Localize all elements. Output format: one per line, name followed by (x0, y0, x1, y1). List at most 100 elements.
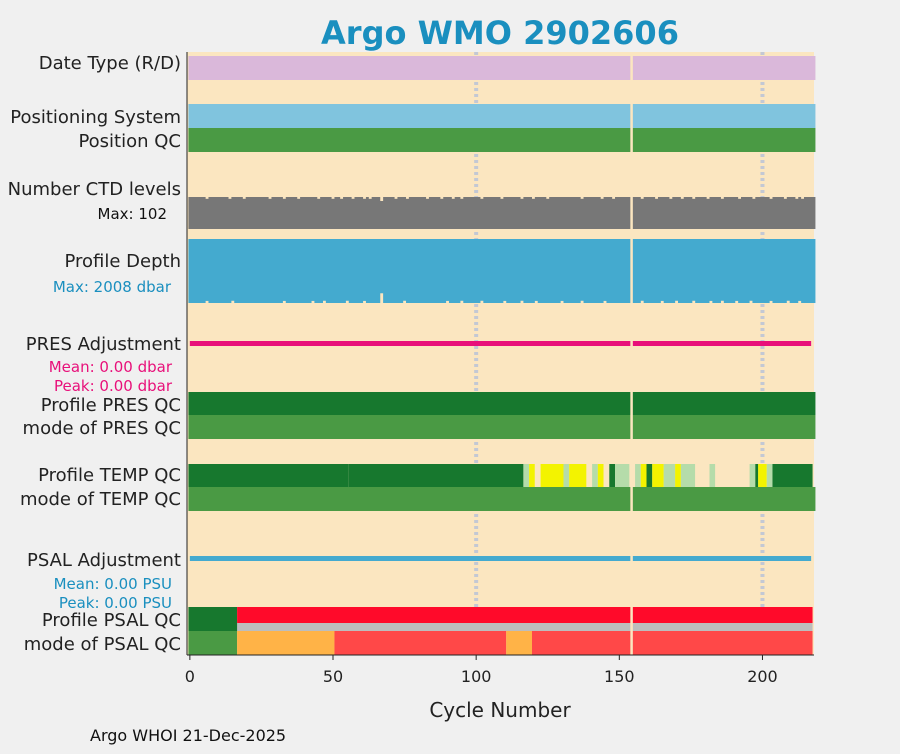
x-tick-label-150: 150 (604, 667, 635, 686)
profile-depth-cycle-110 (503, 300, 507, 303)
profile-temp-qc-seg-9 (592, 464, 598, 487)
label-date-type: Date Type (R/D) (39, 53, 181, 74)
profile-depth-cycle-67 (380, 293, 384, 303)
ctd-levels-cycle-163 (655, 197, 658, 199)
profile-depth-cycle-116 (520, 300, 524, 303)
ctd-levels-cycle-212 (795, 197, 799, 199)
profile-temp-qc-seg-5 (540, 464, 564, 487)
mode-psal-qc-seg-3 (506, 631, 532, 655)
ctd-levels-cycle-148 (612, 197, 616, 199)
mode-psal-qc-seg-4 (531, 631, 813, 655)
profile-temp-qc-seg-19 (663, 464, 676, 487)
label-ctd-levels: Number CTD levels (8, 179, 181, 200)
bar-date-type (188, 56, 816, 80)
profile-depth-cycle-47 (322, 300, 326, 303)
ctd-levels-cycle-14 (228, 197, 232, 199)
profile-depth-cycle-165 (660, 300, 664, 303)
profile-temp-qc-seg-21 (680, 464, 696, 487)
profile-temp-qc-seg-26 (755, 464, 759, 487)
profile-depth-cycle-55 (345, 300, 349, 303)
profile-temp-qc-seg-7 (569, 464, 587, 487)
ctd-levels-cycle-192 (738, 197, 741, 199)
profile-depth-cycle-43 (311, 300, 315, 303)
ctd-levels-cycle-57 (351, 197, 355, 199)
chart-title: Argo WMO 2902606 (321, 14, 679, 52)
profile-depth-cycle-170 (675, 300, 679, 303)
profile-depth-cycle-137 (580, 300, 584, 303)
plot-area (187, 52, 816, 655)
ctd-levels-cycle-203 (769, 197, 773, 199)
profile-psal-qc-seg-1 (237, 607, 813, 623)
profile-temp-qc-seg-2 (523, 464, 530, 487)
label-psal-adjustment: PSAL Adjustment (27, 550, 181, 571)
ctd-levels-cycle-19 (242, 197, 246, 199)
profile-temp-qc-seg-17 (646, 464, 653, 487)
profile-temp-qc-seg-12 (609, 464, 616, 487)
mode-psal-qc-seg-1 (237, 631, 335, 655)
footer-text: Argo WHOI 21-Dec-2025 (90, 726, 286, 745)
label-pres-adjustment-peak: Peak: 0.00 dbar (54, 377, 173, 395)
profile-temp-qc-seg-6 (563, 464, 570, 487)
bar-mode-pres-qc (188, 415, 816, 439)
profile-depth-cycle-121 (534, 300, 538, 303)
profile-depth-cycle-95 (460, 300, 464, 303)
profile-temp-qc-seg-18 (652, 464, 664, 487)
line-psal-adjustment (189, 556, 812, 561)
bar-profile-pres-qc (188, 392, 816, 415)
bar-positioning-system (188, 104, 816, 128)
ctd-levels-cycle-88 (440, 197, 444, 199)
ctd-levels-cycle-63 (368, 197, 372, 199)
profile-temp-qc-seg-3 (529, 464, 535, 487)
x-axis-label: Cycle Number (429, 698, 571, 722)
label-position-qc: Position QC (78, 131, 181, 152)
label-profile-temp-qc: Profile TEMP QC (38, 465, 181, 486)
ctd-levels-cycle-33 (282, 197, 286, 199)
profile-temp-qc-seg-15 (635, 464, 641, 487)
ctd-levels-cycle-61 (363, 197, 366, 199)
profile-depth-cycle-209 (786, 300, 790, 303)
label-mode-pres-qc: mode of PRES QC (23, 418, 181, 439)
ctd-levels-cycle-168 (669, 197, 673, 199)
profile-temp-qc-seg-4 (534, 464, 541, 487)
ctd-levels-cycle-125 (546, 197, 550, 199)
profile-depth-cycle-33 (282, 300, 286, 303)
label-psal-adjustment-peak: Peak: 0.00 PSU (59, 594, 172, 612)
label-mode-psal-qc: mode of PSAL QC (24, 634, 181, 655)
ctd-levels-cycle-120 (531, 197, 535, 199)
ctd-levels-cycle-45 (317, 197, 321, 199)
label-profile-psal-qc: Profile PSAL QC (42, 610, 181, 631)
profile-depth-cycle-15 (231, 300, 235, 303)
x-axis: 0 50 100 150 200 (185, 52, 814, 686)
profile-depth-cycle-191 (735, 300, 739, 303)
profile-temp-qc-seg-1 (348, 464, 524, 487)
profile-depth-cycle-203 (769, 300, 773, 303)
profile-depth-cycle-182 (709, 300, 713, 303)
label-profile-depth: Profile Depth (64, 251, 181, 272)
ctd-levels-cycle-186 (720, 197, 724, 199)
label-ctd-levels-max: Max: 102 (98, 205, 167, 223)
label-profile-depth-max: Max: 2008 dbar (53, 278, 172, 296)
profile-temp-qc-seg-20 (675, 464, 681, 487)
profile-temp-qc-seg-23 (709, 464, 716, 487)
profile-temp-qc-seg-0 (188, 464, 349, 487)
profile-psal-qc-seg-0 (188, 607, 238, 623)
ctd-levels-cycle-6 (205, 197, 209, 199)
bar-position-qc (188, 128, 816, 152)
profile-depth-cycle-145 (603, 300, 607, 303)
ctd-levels-cycle-95 (460, 197, 464, 199)
profile-depth-cycle-186 (720, 300, 724, 303)
mode-psal-qc-seg-2 (334, 631, 507, 655)
mode-psal-qc-seg-0 (188, 631, 238, 655)
label-pres-adjustment-mean: Mean: 0.00 dbar (49, 358, 173, 376)
ctd-levels-cycle-67 (380, 197, 384, 202)
profile-depth-cycle-158 (640, 300, 644, 303)
ctd-levels-cycle-116 (520, 197, 524, 199)
ctd-levels-cycle-50 (331, 197, 335, 199)
ctd-levels-cycle-158 (640, 197, 644, 199)
row-labels: Date Type (R/D) Positioning System Positio… (8, 53, 181, 655)
ctd-levels-cycle-176 (692, 197, 696, 199)
profile-temp-qc-seg-16 (640, 464, 647, 487)
profile-depth-cycle-130 (560, 300, 564, 303)
profile-temp-qc-seg-14 (632, 464, 636, 487)
